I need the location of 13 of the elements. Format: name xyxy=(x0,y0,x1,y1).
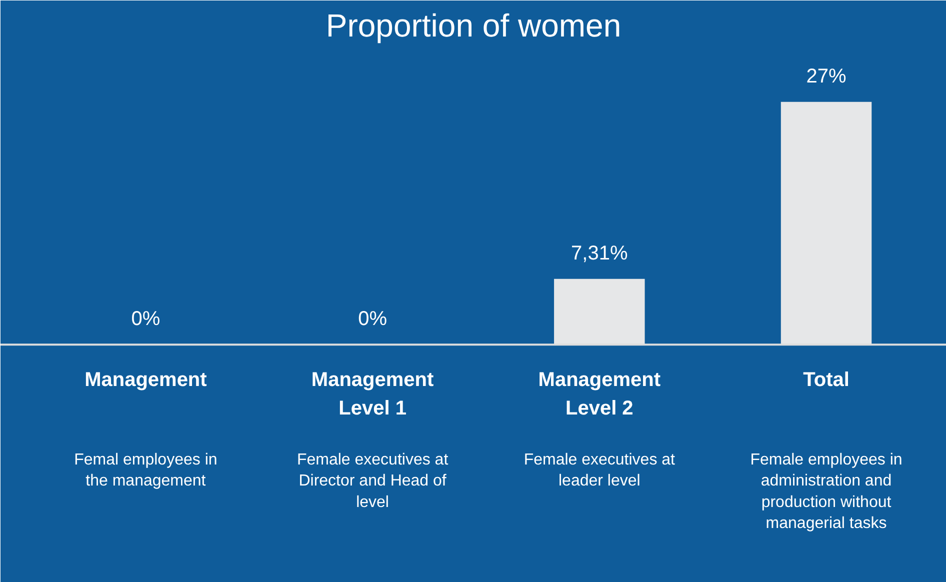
x-tick-label: Total xyxy=(803,368,850,391)
text: Femal employees in the management xyxy=(74,451,218,490)
data-label: 0% xyxy=(358,308,388,330)
x-tick-label: Management xyxy=(84,368,208,391)
data-label: 0% xyxy=(131,308,160,330)
text: Female executives at leader level xyxy=(524,451,676,490)
x-tick-label: Management Level 1 xyxy=(311,368,434,420)
chart-title: Proportion of women xyxy=(326,8,622,44)
text: Female executives at Director and Head of level xyxy=(296,451,449,511)
x-tick-label: Management Level 2 xyxy=(538,368,661,420)
data-label: 7,31% xyxy=(571,242,628,264)
data-label: 27% xyxy=(806,65,846,88)
text: Female employees in administration and production without managerial tasks xyxy=(750,451,902,532)
